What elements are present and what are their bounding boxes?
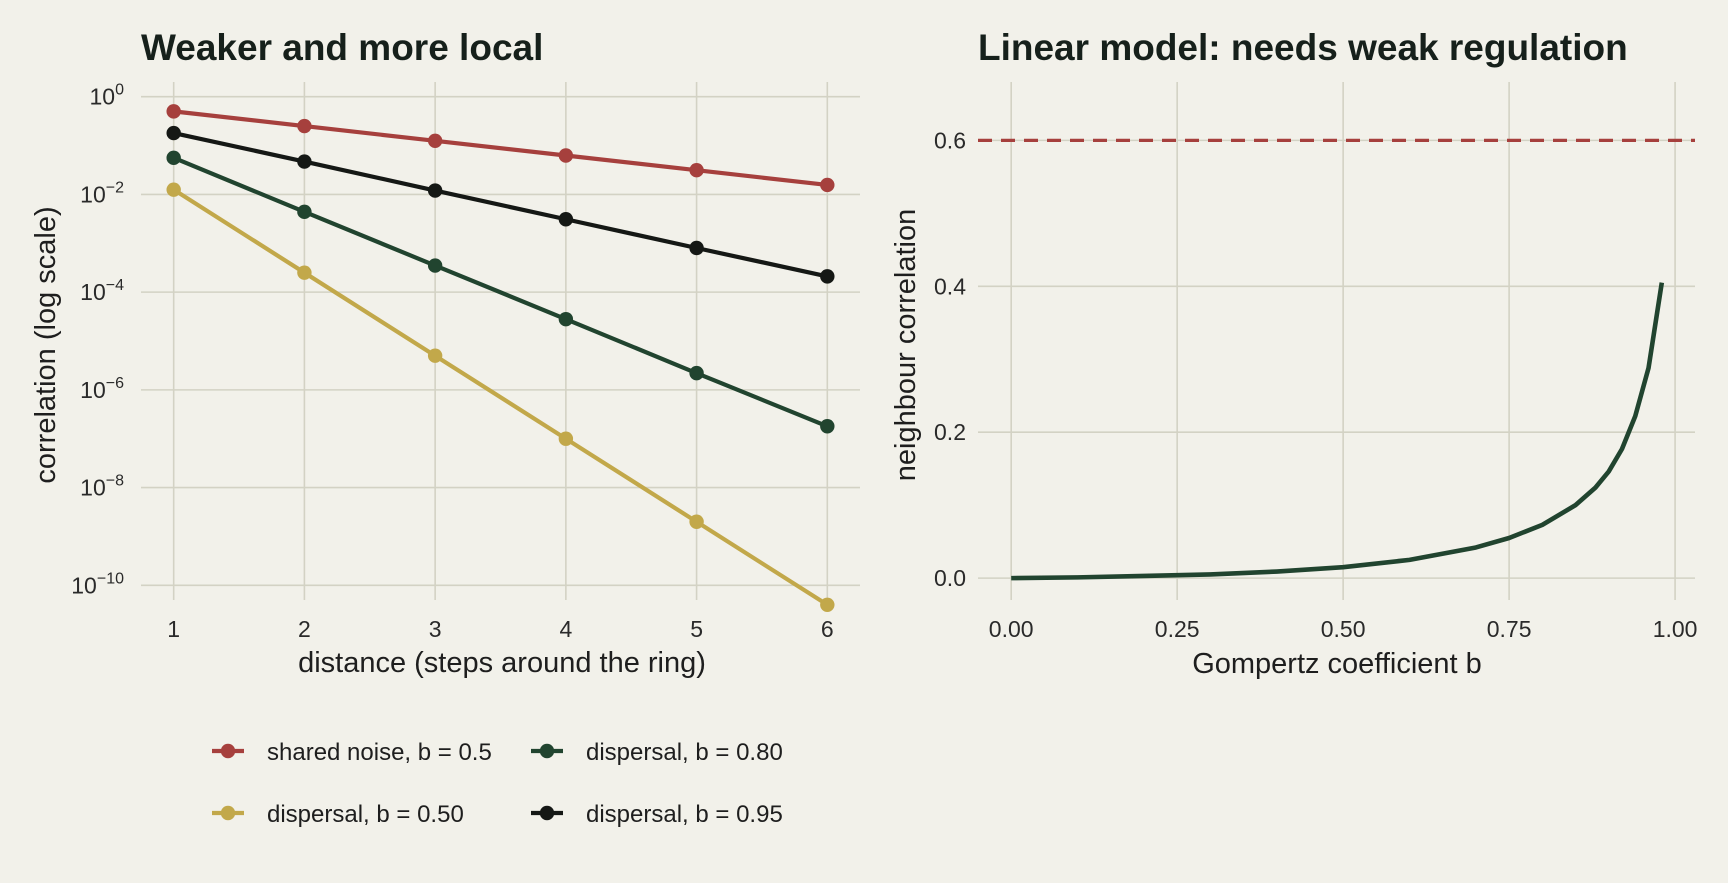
right-chart-panel: Linear model: needs weak regulation 0.00…	[890, 27, 1697, 680]
right-x-tick-label: 0.25	[1155, 616, 1200, 642]
left-chart-xlabel: distance (steps around the ring)	[298, 647, 706, 679]
left-x-tick-label: 1	[167, 616, 180, 642]
left-x-tick-label: 6	[821, 616, 834, 642]
neighbour-correlation-curve	[1011, 282, 1665, 581]
right-y-tick-label: 0.6	[934, 127, 966, 153]
left-y-tick-label: 100	[90, 82, 125, 110]
point-dispersal-050	[166, 182, 181, 197]
left-x-tick-label: 3	[429, 616, 442, 642]
legend-label-dispersal-050: dispersal, b = 0.50	[267, 801, 464, 828]
right-x-tick-label: 0.00	[989, 616, 1034, 642]
left-chart-legend: shared noise, b = 0.5 dispersal, b = 0.80…	[212, 739, 783, 828]
point-dispersal-080	[689, 365, 704, 381]
point-shared-noise	[689, 163, 704, 178]
legend-label-dispersal-080: dispersal, b = 0.80	[586, 739, 783, 766]
point-shared-noise	[558, 148, 574, 163]
point-shared-noise	[166, 104, 181, 119]
point-dispersal-050	[427, 348, 443, 363]
point-dispersal-095	[166, 125, 181, 141]
right-chart-ylabel: neighbour correlation	[890, 209, 922, 481]
left-y-tick-label: 10−8	[80, 473, 124, 501]
series-line-dispersal-095	[173, 131, 828, 279]
left-y-tick-label: 10−6	[80, 375, 124, 403]
left-x-tick-label: 2	[298, 616, 311, 642]
left-x-tick-label: 5	[690, 616, 703, 642]
legend-swatch-marker-dispersal-095	[539, 805, 555, 821]
left-y-tick-label: 10−10	[71, 570, 124, 598]
left-chart-ylabel: correlation (log scale)	[30, 206, 62, 483]
point-dispersal-050	[558, 431, 574, 446]
point-dispersal-080	[558, 311, 574, 327]
right-x-tick-label: 0.75	[1487, 616, 1532, 642]
legend-swatch-marker-dispersal-050	[220, 805, 236, 821]
left-chart-ticks: 1 2 3 4 5 6 100 10−2 10−4 10−6 10−8 10−10	[71, 82, 833, 642]
right-x-tick-label: 0.50	[1321, 616, 1366, 642]
right-y-tick-label: 0.2	[934, 419, 966, 445]
point-dispersal-095	[297, 154, 312, 169]
series-line-dispersal-080	[172, 155, 829, 429]
right-chart-title: Linear model: needs weak regulation	[978, 27, 1628, 68]
legend-swatch-marker-shared-noise	[220, 743, 236, 759]
right-y-tick-label: 0.0	[934, 565, 966, 591]
left-chart-panel: Weaker and more local 1 2 3 4 5 610010−210−41…	[30, 27, 860, 679]
point-dispersal-095	[427, 183, 443, 198]
legend-label-dispersal-095: dispersal, b = 0.95	[586, 801, 783, 828]
left-y-tick-label: 10−2	[80, 179, 124, 207]
point-dispersal-050	[820, 597, 835, 612]
point-dispersal-095	[558, 212, 574, 227]
point-dispersal-095	[689, 240, 704, 256]
point-dispersal-080	[427, 258, 443, 273]
point-dispersal-080	[166, 150, 181, 166]
point-shared-noise	[820, 177, 835, 193]
legend-label-shared-noise: shared noise, b = 0.5	[267, 739, 492, 766]
series-line-dispersal-050	[172, 187, 829, 607]
point-dispersal-050	[297, 265, 312, 280]
right-chart-ticks: 0.00 0.25 0.50 0.75 1.00 0.0 0.2 0.4 0.6	[934, 127, 1697, 642]
right-x-tick-label: 1.00	[1653, 616, 1698, 642]
point-dispersal-095	[820, 269, 835, 284]
point-shared-noise	[297, 118, 312, 134]
left-y-tick-label: 10−4	[80, 277, 124, 305]
legend-swatch-marker-dispersal-080	[539, 743, 555, 759]
series-line-shared-noise	[173, 109, 828, 188]
right-chart-xlabel: Gompertz coefficient b	[1192, 648, 1482, 680]
right-y-tick-label: 0.4	[934, 273, 966, 299]
point-shared-noise	[427, 133, 443, 148]
point-dispersal-080	[297, 204, 312, 220]
point-dispersal-050	[689, 514, 704, 529]
left-chart-title: Weaker and more local	[141, 27, 543, 68]
left-x-tick-label: 4	[559, 616, 572, 642]
point-dispersal-080	[820, 419, 835, 434]
right-chart-series	[978, 138, 1695, 581]
left-chart-series	[166, 104, 835, 612]
